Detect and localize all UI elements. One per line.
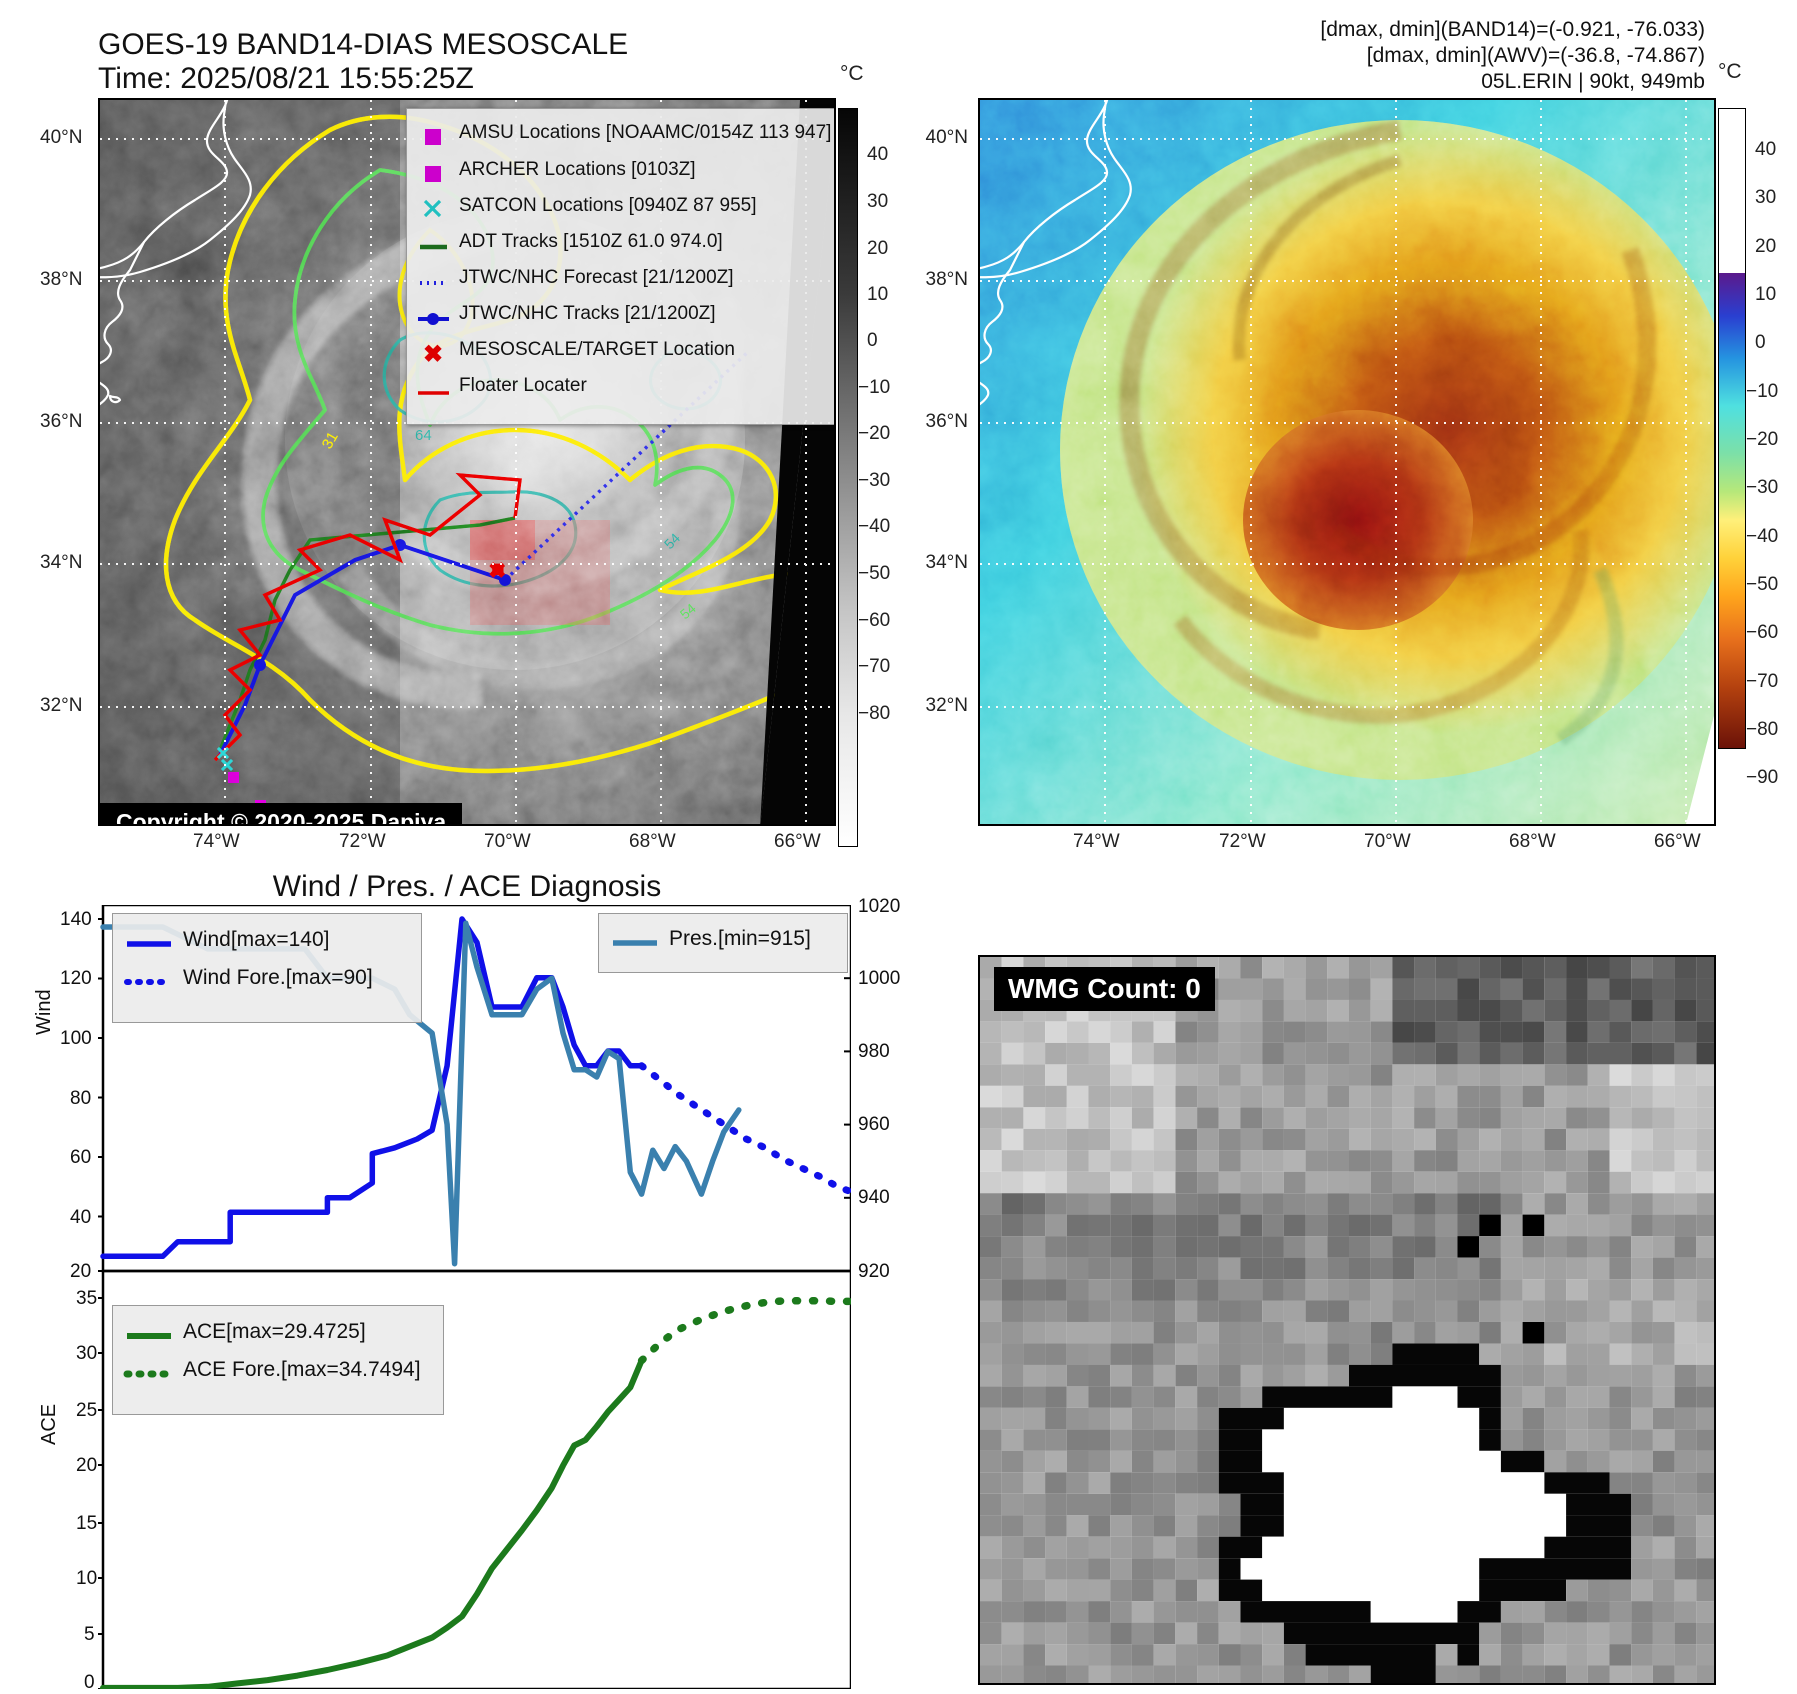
svg-text:✖: ✖ bbox=[423, 341, 443, 368]
